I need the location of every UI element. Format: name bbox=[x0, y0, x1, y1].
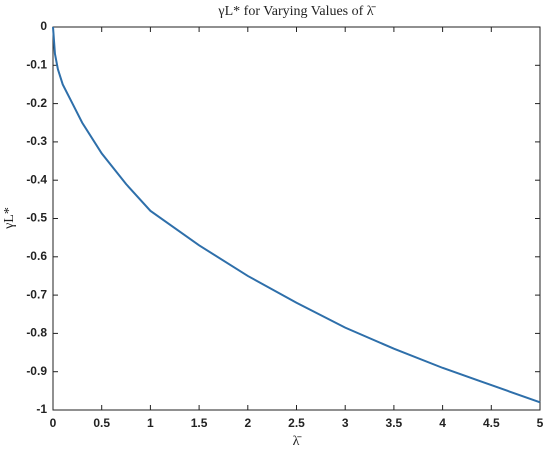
x-tick-label: 2 bbox=[244, 416, 251, 430]
y-axis-label: γL* bbox=[2, 207, 17, 230]
y-tick-label: -0.9 bbox=[26, 364, 47, 378]
data-line bbox=[52, 26, 541, 404]
y-tick-label: -0.1 bbox=[26, 57, 47, 71]
y-tick-label: -0.7 bbox=[26, 287, 47, 301]
y-tick-label: -0.3 bbox=[26, 134, 47, 148]
x-tick-label: 2.5 bbox=[288, 416, 305, 430]
x-axis-label: λ̄ bbox=[293, 434, 303, 449]
plot-frame bbox=[52, 26, 541, 411]
y-tick-label: -1 bbox=[36, 402, 47, 416]
x-tick-label: 4 bbox=[439, 416, 446, 430]
x-tick-label: 5 bbox=[537, 416, 544, 430]
y-tick-label: -0.2 bbox=[26, 96, 47, 110]
x-tick-label: 0.5 bbox=[93, 416, 110, 430]
x-tick-label: 4.5 bbox=[483, 416, 500, 430]
y-tick-label: -0.4 bbox=[26, 172, 47, 186]
x-tick-label: 3 bbox=[342, 416, 349, 430]
chart-title: γL* for Varying Values of λ̄ bbox=[217, 4, 376, 19]
x-tick-label: 1.5 bbox=[191, 416, 208, 430]
y-tick-label: -0.5 bbox=[26, 211, 47, 225]
y-tick-label: 0 bbox=[40, 19, 47, 33]
x-tick-label: 0 bbox=[50, 416, 57, 430]
x-tick-label: 1 bbox=[147, 416, 154, 430]
y-tick-label: -0.6 bbox=[26, 249, 47, 263]
x-tick-label: 3.5 bbox=[386, 416, 403, 430]
y-tick-label: -0.8 bbox=[26, 326, 47, 340]
